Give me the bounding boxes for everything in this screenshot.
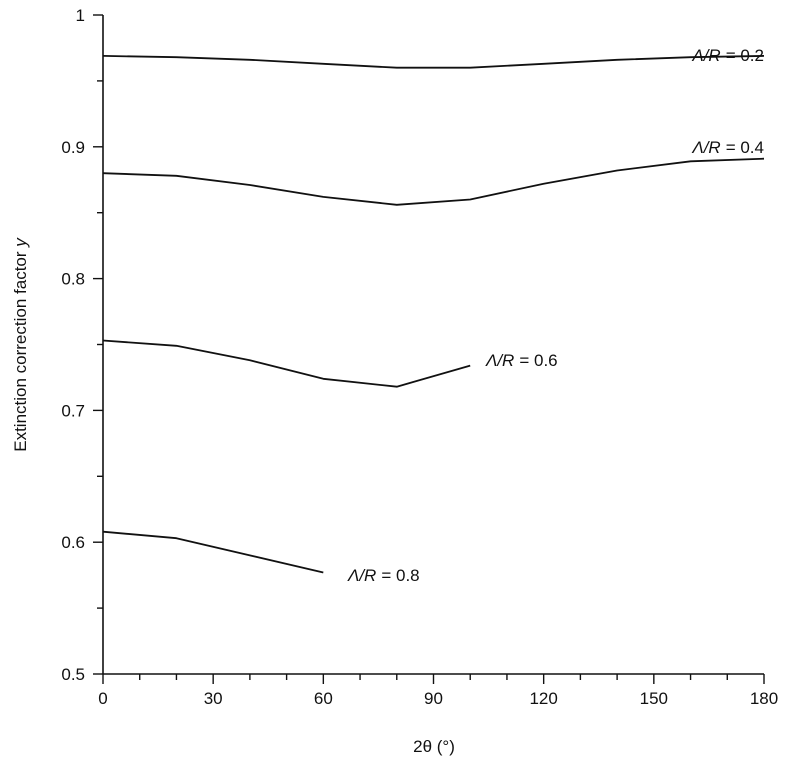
series-layer [102,55,765,574]
line-lambda-r-0-6 [102,339,471,388]
y-tick-label: 0.6 [61,533,85,552]
series-label-symbol: Λ/R [485,351,514,370]
line-lambda-r-0-4 [102,157,765,206]
y-tick-label: 0.5 [61,665,85,684]
x-axis-title: 2θ (°) [413,737,455,756]
plot-area: 0 30 60 90 120 150 180 0.5 0.6 0.7 0.8 0.9 1 Λ/R = 0.… [61,6,778,708]
y-tick-label: 0.7 [61,401,85,420]
series-label-symbol: Λ/R [691,46,720,65]
series-label-symbol: Λ/R [691,138,720,157]
label-lambda-r-0-2: Λ/R = 0.2 [691,46,764,65]
line-lambda-r-0-8 [102,530,324,574]
series-label-value: = 0.8 [381,566,419,585]
x-tick-label: 30 [204,689,223,708]
line-lambda-r-0-2 [102,55,765,69]
series-label-value: = 0.6 [519,351,557,370]
x-tick-label: 90 [424,689,443,708]
axes: 0 30 60 90 120 150 180 0.5 0.6 0.7 0.8 0.9 1 [61,6,778,708]
series-labels: Λ/R = 0.2 Λ/R = 0.4 Λ/R = 0.6 Λ/R = 0.8 [347,46,764,585]
y-tick-label: 0.8 [61,270,85,289]
label-lambda-r-0-6: Λ/R = 0.6 [485,351,558,370]
series-label-value: = 0.2 [726,46,764,65]
x-tick-label: 120 [529,689,557,708]
x-tick-label: 150 [640,689,668,708]
y-tick-label: 1 [76,6,85,25]
label-lambda-r-0-4: Λ/R = 0.4 [691,138,764,157]
x-tick-label: 60 [314,689,333,708]
y-axis-title: Extinction correction factor y [11,237,30,452]
y-axis-title-main: Extinction correction factor [11,247,30,452]
label-lambda-r-0-8: Λ/R = 0.8 [347,566,420,585]
y-axis-title-symbol: y [11,237,30,248]
series-label-symbol: Λ/R [347,566,376,585]
x-tick-label: 0 [98,689,107,708]
series-label-value: = 0.4 [726,138,764,157]
x-tick-label: 180 [750,689,778,708]
y-tick-label: 0.9 [61,138,85,157]
